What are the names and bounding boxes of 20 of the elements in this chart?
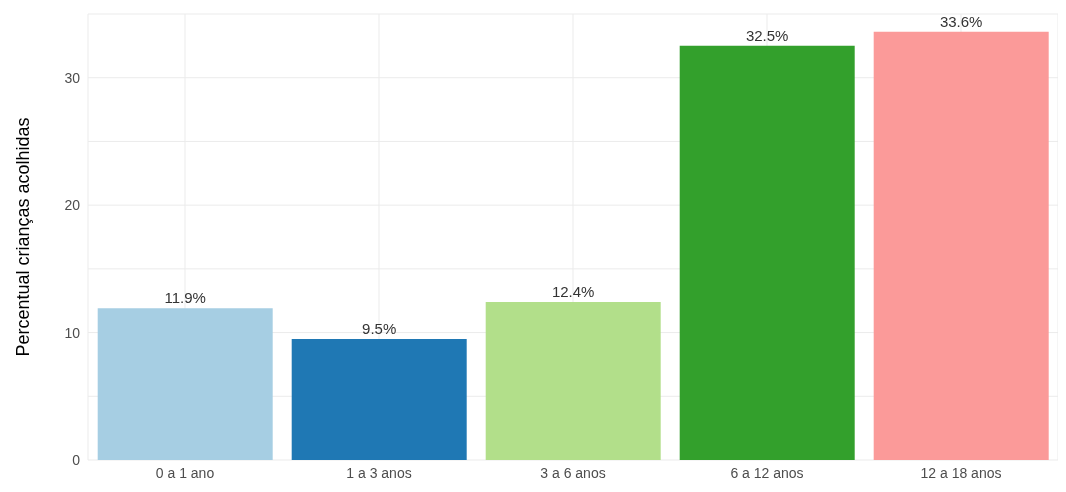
data-label: 33.6% xyxy=(939,12,983,30)
x-tick-label: 3 a 6 anos xyxy=(540,464,606,481)
bar xyxy=(97,308,273,460)
y-tick-label: 20 xyxy=(64,197,81,214)
data-label: 32.5% xyxy=(745,26,789,44)
data-label: 11.9% xyxy=(164,289,206,307)
y-tick-label: 30 xyxy=(64,69,81,86)
x-tick-label: 1 a 3 anos xyxy=(346,464,412,481)
x-tick-label: 12 a 18 anos xyxy=(920,464,1002,481)
y-tick-label: 0 xyxy=(72,451,81,468)
data-label: 9.5% xyxy=(362,319,397,337)
y-axis-title: Percentual crianças acolhidas xyxy=(13,117,34,357)
y-tick-label: 10 xyxy=(64,324,81,341)
bar xyxy=(679,45,855,460)
bar xyxy=(873,31,1049,460)
x-tick-label: 6 a 12 anos xyxy=(730,464,804,481)
x-tick-label: 0 a 1 ano xyxy=(155,464,215,481)
bar xyxy=(291,338,467,460)
data-label: 12.4% xyxy=(551,282,595,300)
bar xyxy=(485,301,661,460)
